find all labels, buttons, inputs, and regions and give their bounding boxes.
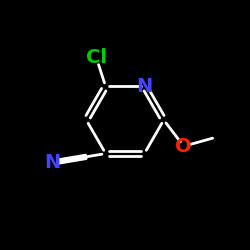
Text: Cl: Cl: [86, 48, 107, 67]
Text: O: O: [176, 137, 192, 156]
Text: N: N: [44, 153, 60, 172]
Text: N: N: [136, 77, 152, 96]
